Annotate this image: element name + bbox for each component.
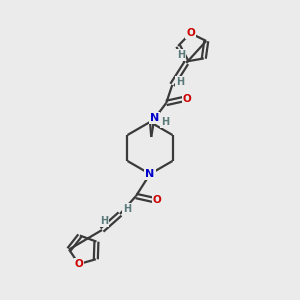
- Text: H: H: [177, 50, 185, 60]
- Text: O: O: [186, 28, 195, 38]
- Text: H: H: [161, 117, 169, 127]
- Text: H: H: [123, 204, 131, 214]
- Text: H: H: [176, 77, 184, 87]
- Text: O: O: [74, 259, 83, 269]
- Text: O: O: [183, 94, 192, 104]
- Text: N: N: [150, 113, 159, 123]
- Text: H: H: [100, 216, 108, 226]
- Text: O: O: [153, 195, 161, 205]
- Text: N: N: [146, 169, 154, 179]
